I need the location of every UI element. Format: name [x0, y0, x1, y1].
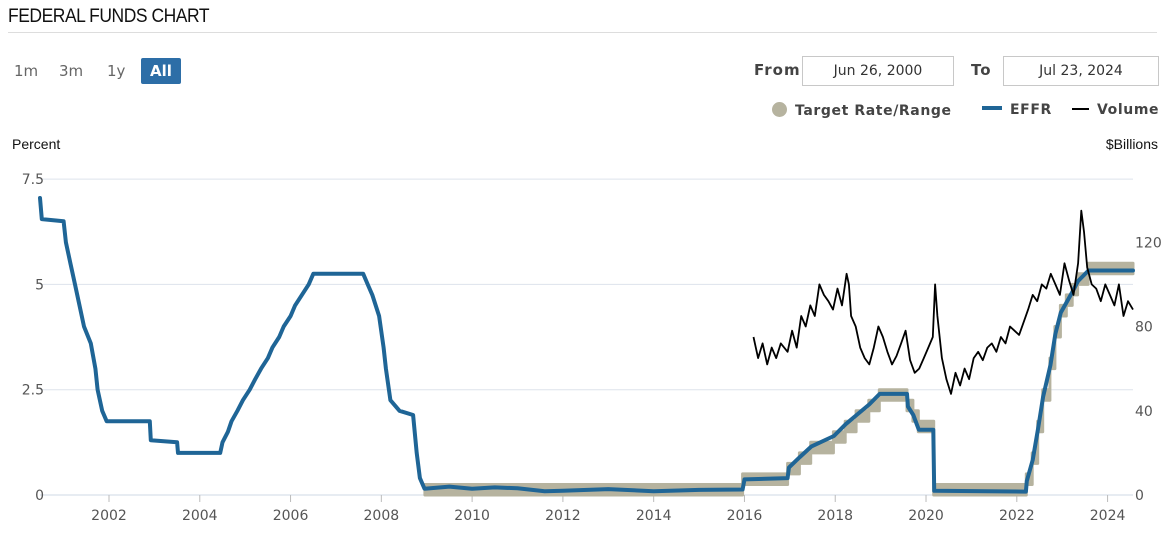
x-tick-label: 2006	[273, 508, 309, 524]
x-tick-label: 2024	[1090, 508, 1126, 524]
range-1y-button[interactable]: 1y	[107, 62, 126, 80]
to-label: To	[971, 61, 992, 79]
y-tick-label: 0	[35, 488, 44, 504]
x-tick-label: 2010	[454, 508, 490, 524]
y2-tick-label: 80	[1135, 320, 1153, 336]
legend-item-effr[interactable]: EFFR	[982, 102, 1052, 118]
x-tick-label: 2018	[817, 508, 853, 524]
range-3m-button[interactable]: 3m	[59, 62, 84, 80]
x-tick-label: 2016	[727, 508, 763, 524]
right-axis-unit: $Billions	[1105, 136, 1158, 152]
from-date-input[interactable]: Jun 26, 2000	[802, 56, 954, 86]
x-tick-label: 2002	[91, 508, 127, 524]
x-tick-label: 2022	[999, 508, 1035, 524]
to-date-input[interactable]: Jul 23, 2024	[1003, 56, 1159, 86]
chart-legend: Target Rate/Range EFFR Volume	[772, 102, 1162, 124]
legend-label-volume: Volume	[1097, 102, 1160, 118]
line-icon	[982, 106, 1002, 110]
range-all-button[interactable]: All	[141, 58, 181, 84]
x-tick-label: 2008	[364, 508, 400, 524]
legend-label-target-rate: Target Rate/Range	[795, 103, 952, 119]
legend-item-target-rate[interactable]: Target Rate/Range	[772, 102, 952, 119]
y-tick-label: 5	[35, 277, 44, 293]
legend-label-effr: EFFR	[1010, 102, 1052, 118]
target-rate-band	[423, 261, 1135, 497]
title-divider	[8, 32, 1157, 33]
volume-line	[752, 209, 1134, 395]
x-tick-label: 2004	[182, 508, 218, 524]
left-axis-unit: Percent	[12, 136, 61, 152]
from-label: From	[754, 61, 801, 79]
range-1m-button[interactable]: 1m	[14, 62, 39, 80]
x-tick-label: 2020	[908, 508, 944, 524]
x-tick-label: 2014	[636, 508, 672, 524]
page-title: FEDERAL FUNDS CHART	[8, 6, 210, 27]
effr-line	[38, 196, 1135, 494]
y-tick-label: 2.5	[22, 383, 44, 399]
y2-tick-label: 0	[1135, 488, 1144, 504]
x-tick-label: 2012	[545, 508, 581, 524]
y2-tick-label: 120	[1135, 235, 1162, 251]
y-tick-label: 7.5	[22, 172, 44, 188]
dot-icon	[772, 102, 787, 117]
legend-item-volume[interactable]: Volume	[1072, 102, 1159, 118]
y2-tick-label: 40	[1135, 404, 1153, 420]
line-icon	[1072, 108, 1089, 110]
